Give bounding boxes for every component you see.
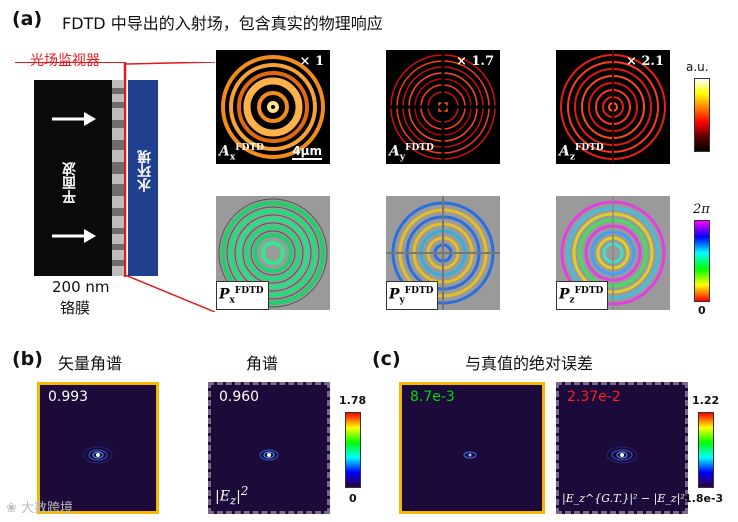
amp-map-z-image — [560, 50, 666, 164]
phase-label-z: PzFDTD — [556, 280, 609, 310]
device-schematic — [15, 62, 215, 312]
phase-label-y: PyFDTD — [386, 280, 439, 310]
vector-spectrum-map: 0.993 — [37, 382, 159, 514]
panel-c-colorbar — [698, 412, 714, 488]
amp-map-z: × 2.1 AzFDTD — [556, 50, 670, 164]
error-scalar-map: 2.37e-2 |E_z^{G.T.}|² − |E_z|² — [556, 382, 688, 514]
error-scalar-value: 2.37e-2 — [567, 389, 621, 405]
phase-map-y: PyFDTD — [386, 196, 500, 310]
amp-label-y: AyFDTD — [389, 142, 434, 162]
amp-map-x: × 1 AxFDTD 4μm — [216, 50, 330, 164]
phase-colorbar — [694, 220, 710, 302]
watermark-logo: ❀ 大数跨境 — [6, 501, 74, 516]
panel-c-title: 与真值的绝对误差 — [465, 354, 594, 373]
film-material-label: 铬膜 — [60, 299, 91, 317]
monitor-label: 光场监视器 — [30, 53, 100, 69]
panel-b-title-vector: 矢量角谱 — [58, 354, 123, 373]
error-scalar-image — [606, 446, 638, 464]
panel-b-title-scalar: 角谱 — [246, 354, 279, 373]
panel-b-colorbar — [345, 412, 361, 488]
scalar-field-label: |Ez|2 — [215, 483, 249, 507]
scalar-spectrum-image — [259, 449, 279, 461]
panel-c-colorbar-min: 1.8e-3 — [684, 492, 724, 505]
phase-map-x: PxFDTD — [216, 196, 330, 310]
error-vector-image — [463, 451, 477, 459]
panel-c-colorbar-max: 1.22 — [692, 394, 720, 407]
phase-label-x: PxFDTD — [216, 280, 269, 310]
amp-colorbar-top: a.u. — [686, 60, 709, 74]
amp-multiplier-y: × 1.7 — [455, 54, 494, 69]
error-vector-value: 8.7e-3 — [410, 389, 455, 405]
amp-map-y-image — [386, 50, 500, 164]
phase-map-z: PzFDTD — [556, 196, 670, 310]
scale-bar: 4μm — [292, 144, 322, 160]
watermark-icon: ❀ — [6, 501, 22, 516]
amp-label-z: AzFDTD — [559, 142, 604, 162]
amp-multiplier-x: × 1 — [299, 54, 324, 69]
error-formula: |E_z^{G.T.}|² − |E_z|² — [562, 492, 685, 505]
amp-map-x-image — [221, 55, 325, 159]
phase-colorbar-top: 2π — [693, 202, 710, 217]
vector-spectrum-image — [83, 446, 113, 464]
scalar-spectrum-value: 0.960 — [219, 389, 260, 405]
panel-c-label: (c) — [372, 348, 401, 370]
panel-b-label: (b) — [12, 348, 43, 370]
plane-wave-label: 平面波 — [62, 162, 78, 204]
water-label: 水环境 — [137, 150, 153, 192]
film-thickness-label: 200 nm — [52, 278, 110, 296]
panel-b-colorbar-min: 0 — [349, 492, 357, 505]
panel-a-title: FDTD 中导出的入射场，包含真实的物理响应 — [62, 14, 383, 33]
amp-label-x: AxFDTD — [219, 142, 264, 162]
phase-colorbar-bottom: 0 — [698, 304, 706, 317]
panel-b-colorbar-max: 1.78 — [339, 394, 367, 407]
panel-a-label: (a) — [12, 8, 43, 30]
vector-spectrum-value: 0.993 — [48, 389, 89, 405]
amp-colorbar — [694, 78, 710, 152]
scalar-spectrum-map: 0.960 |Ez|2 — [208, 382, 330, 514]
amp-map-y: × 1.7 AyFDTD — [386, 50, 500, 164]
amp-multiplier-z: × 2.1 — [625, 54, 664, 69]
error-vector-map: 8.7e-3 — [399, 382, 545, 514]
